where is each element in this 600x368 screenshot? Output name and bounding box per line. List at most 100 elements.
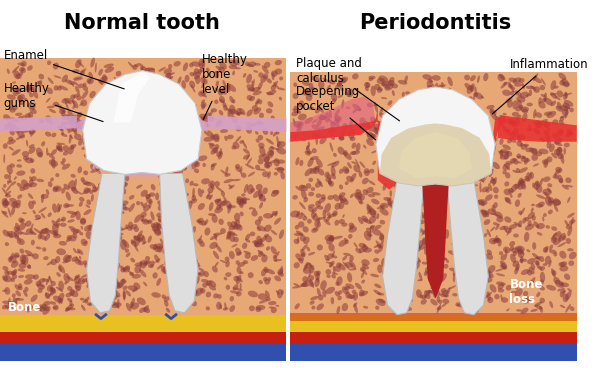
Ellipse shape: [430, 266, 438, 272]
Ellipse shape: [400, 222, 404, 226]
Ellipse shape: [227, 112, 233, 119]
Ellipse shape: [342, 286, 349, 294]
Ellipse shape: [518, 179, 526, 185]
Ellipse shape: [469, 116, 476, 125]
Ellipse shape: [499, 74, 506, 80]
Ellipse shape: [41, 194, 49, 199]
Ellipse shape: [103, 180, 106, 185]
Ellipse shape: [77, 249, 83, 255]
Ellipse shape: [317, 206, 323, 210]
Ellipse shape: [543, 213, 547, 217]
Ellipse shape: [349, 223, 355, 229]
Ellipse shape: [551, 268, 556, 278]
Ellipse shape: [128, 270, 134, 276]
Ellipse shape: [452, 138, 457, 141]
Ellipse shape: [236, 260, 240, 265]
Ellipse shape: [183, 63, 188, 71]
Ellipse shape: [125, 224, 132, 231]
Ellipse shape: [481, 114, 487, 123]
Ellipse shape: [125, 142, 134, 149]
Ellipse shape: [220, 170, 228, 176]
Ellipse shape: [295, 254, 304, 261]
Ellipse shape: [131, 239, 137, 247]
Ellipse shape: [475, 86, 477, 95]
Ellipse shape: [275, 60, 282, 66]
Ellipse shape: [377, 244, 381, 248]
Ellipse shape: [541, 78, 546, 86]
Ellipse shape: [306, 145, 310, 155]
Ellipse shape: [532, 154, 538, 161]
Ellipse shape: [545, 256, 551, 265]
Ellipse shape: [3, 114, 10, 120]
Ellipse shape: [333, 153, 337, 157]
Ellipse shape: [448, 250, 457, 255]
Ellipse shape: [176, 160, 184, 167]
Ellipse shape: [444, 114, 451, 118]
Ellipse shape: [520, 143, 523, 146]
Ellipse shape: [116, 71, 121, 77]
Ellipse shape: [188, 130, 194, 136]
Ellipse shape: [425, 267, 429, 274]
Ellipse shape: [271, 307, 277, 313]
Ellipse shape: [273, 255, 277, 262]
Ellipse shape: [491, 137, 497, 142]
Ellipse shape: [214, 71, 219, 78]
Ellipse shape: [193, 226, 196, 233]
Ellipse shape: [520, 256, 523, 263]
Ellipse shape: [553, 198, 561, 205]
Ellipse shape: [388, 197, 392, 206]
Ellipse shape: [10, 181, 16, 186]
Ellipse shape: [258, 82, 263, 90]
Ellipse shape: [247, 64, 254, 67]
Ellipse shape: [366, 139, 374, 146]
Ellipse shape: [523, 291, 529, 296]
Ellipse shape: [518, 249, 524, 258]
Ellipse shape: [85, 205, 90, 208]
Ellipse shape: [455, 248, 459, 254]
Ellipse shape: [391, 217, 398, 224]
Ellipse shape: [83, 260, 88, 265]
Ellipse shape: [494, 195, 498, 199]
Ellipse shape: [79, 256, 82, 259]
Ellipse shape: [229, 60, 237, 67]
Ellipse shape: [275, 167, 284, 171]
Ellipse shape: [567, 288, 572, 292]
Ellipse shape: [470, 270, 475, 275]
Ellipse shape: [262, 171, 269, 177]
Ellipse shape: [437, 304, 441, 313]
Ellipse shape: [8, 258, 11, 263]
Ellipse shape: [374, 225, 382, 229]
Ellipse shape: [264, 62, 270, 68]
Ellipse shape: [172, 98, 178, 104]
Ellipse shape: [512, 261, 519, 267]
Ellipse shape: [340, 198, 343, 203]
Ellipse shape: [331, 173, 336, 179]
Ellipse shape: [131, 108, 140, 112]
Ellipse shape: [91, 194, 94, 202]
Ellipse shape: [203, 78, 208, 84]
Ellipse shape: [25, 158, 34, 163]
Ellipse shape: [224, 179, 233, 183]
Ellipse shape: [521, 184, 526, 190]
Ellipse shape: [500, 254, 507, 261]
Ellipse shape: [467, 85, 474, 94]
Ellipse shape: [490, 179, 496, 184]
Ellipse shape: [303, 237, 310, 244]
Ellipse shape: [83, 182, 92, 185]
Ellipse shape: [260, 75, 267, 83]
Ellipse shape: [56, 144, 62, 151]
Ellipse shape: [137, 91, 140, 94]
Ellipse shape: [64, 184, 70, 190]
Ellipse shape: [426, 262, 432, 264]
Ellipse shape: [140, 64, 143, 71]
Ellipse shape: [366, 131, 375, 138]
Ellipse shape: [341, 222, 347, 227]
Ellipse shape: [430, 222, 433, 226]
Ellipse shape: [182, 279, 187, 282]
Ellipse shape: [229, 234, 235, 242]
Ellipse shape: [139, 116, 147, 119]
Ellipse shape: [329, 181, 334, 187]
Ellipse shape: [392, 197, 398, 207]
Ellipse shape: [377, 293, 384, 296]
Ellipse shape: [126, 252, 130, 257]
